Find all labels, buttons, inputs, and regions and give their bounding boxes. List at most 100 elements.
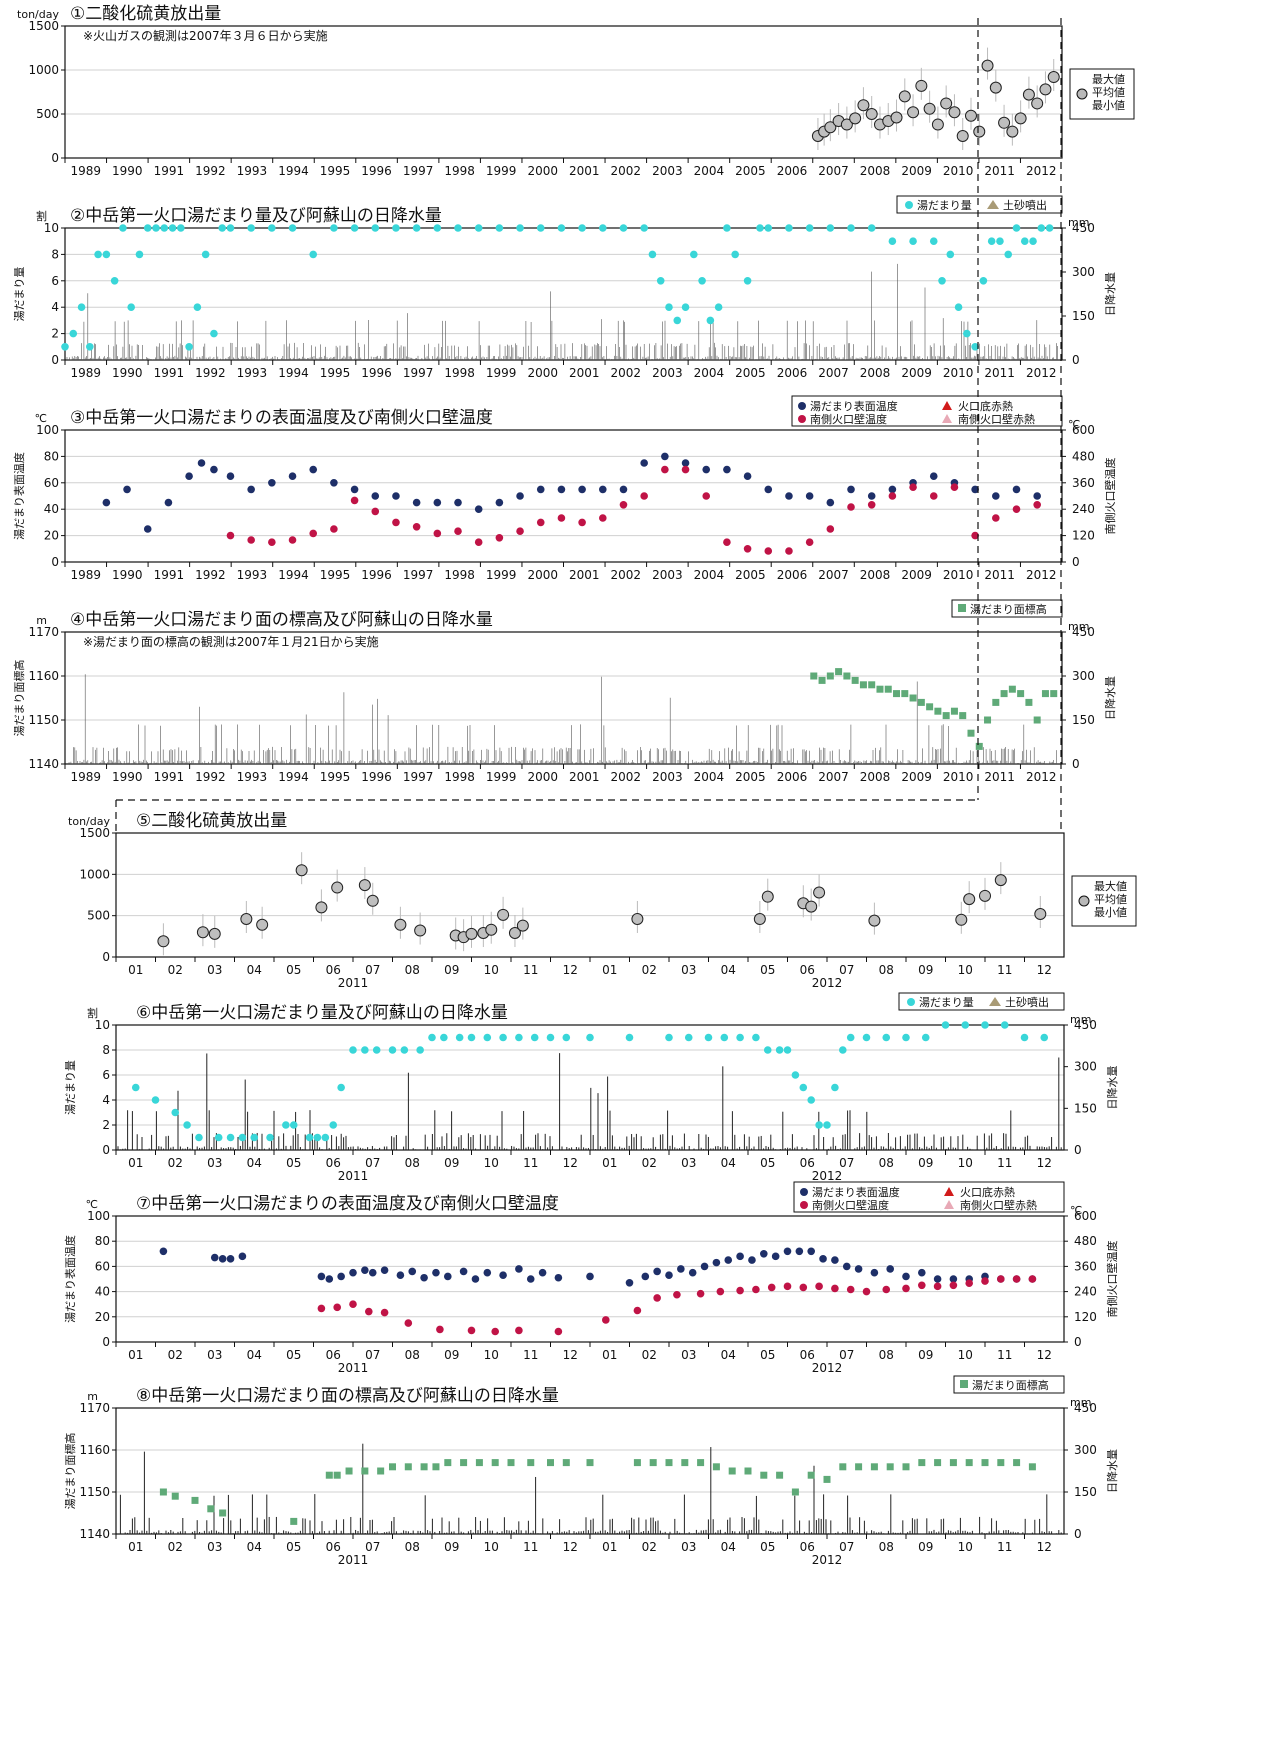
data-point [860, 681, 867, 688]
data-point [515, 1034, 523, 1042]
x-tick-label: 09 [444, 1156, 459, 1170]
data-point [1001, 1021, 1009, 1029]
data-point [486, 924, 497, 935]
data-point [371, 492, 379, 500]
legend: 湯だまり面標高 [952, 600, 1062, 617]
data-point [185, 343, 193, 351]
data-point [160, 224, 168, 232]
x-tick-label: 1989 [70, 164, 101, 178]
x-tick-label: 2006 [777, 568, 808, 582]
data-point [963, 330, 971, 338]
data-point [468, 1327, 476, 1335]
data-point [218, 224, 226, 232]
x-tick-label: 1994 [278, 568, 309, 582]
data-point [516, 224, 524, 232]
data-point [361, 1468, 368, 1475]
data-point [318, 1305, 326, 1313]
x-tick-label: 2010 [943, 770, 974, 784]
x-tick-label: 1995 [320, 568, 351, 582]
data-point [296, 865, 307, 876]
data-point [736, 1253, 744, 1261]
data-point [333, 1304, 341, 1312]
x-tick-label: 09 [918, 963, 933, 977]
data-point [784, 1283, 792, 1291]
data-point [850, 113, 861, 124]
data-point [808, 1472, 815, 1479]
data-point [723, 538, 731, 546]
x-tick-label: 05 [760, 1348, 775, 1362]
data-point [144, 525, 152, 533]
y-tick-label: 0 [51, 555, 59, 569]
x-tick-label: 01 [128, 963, 143, 977]
y-tick-label: 500 [87, 909, 110, 923]
data-point [918, 1282, 926, 1290]
x-tick-label: 1995 [320, 164, 351, 178]
y2-tick-label: 300 [1074, 1060, 1097, 1074]
data-point [922, 1034, 930, 1042]
data-point [810, 673, 817, 680]
x-tick-label: 2003 [652, 164, 683, 178]
data-point [1040, 84, 1051, 95]
y-tick-label: 10 [95, 1018, 110, 1032]
data-point [807, 1247, 815, 1255]
data-point [847, 224, 855, 232]
y-tick-label: 100 [87, 1209, 110, 1223]
chart-title: ①二酸化硫黄放出量 [70, 4, 221, 24]
data-point [346, 1468, 353, 1475]
data-point [555, 1328, 563, 1336]
data-point [152, 224, 160, 232]
data-point [247, 486, 255, 494]
x-tick-label: 11 [997, 963, 1012, 977]
data-point [951, 483, 959, 491]
x-tick-label: 2012 [1026, 164, 1057, 178]
data-point [855, 1463, 862, 1470]
legend-marker [800, 1188, 808, 1196]
data-point [1038, 224, 1046, 232]
x-tick-label: 02 [168, 1540, 183, 1554]
x-tick-label: 2002 [611, 568, 642, 582]
plot-frame [116, 833, 1064, 957]
legend: 湯だまり量 土砂噴出 [897, 196, 1062, 213]
data-point [421, 1463, 428, 1470]
data-point [852, 677, 859, 684]
x-tick-label: 1989 [70, 568, 101, 582]
data-point [351, 497, 359, 505]
legend: 最大値平均値最小値 [1072, 876, 1136, 926]
legend-label: 南側火口壁赤熱 [958, 412, 1035, 426]
data-point [784, 1247, 792, 1255]
x-tick-label: 1993 [237, 770, 268, 784]
legend-label: 南側火口壁温度 [812, 1198, 889, 1212]
data-point [855, 1265, 863, 1273]
data-point [61, 343, 69, 351]
x-tick-label: 2000 [527, 164, 558, 178]
chart-panel-3: ③中岳第一火口湯だまりの表面温度及び南側火口壁温度℃ ℃湯だまり表面温度 南側火口壁… [12, 396, 1117, 582]
data-point [558, 486, 566, 494]
legend-label: 火口底赤熱 [958, 399, 1013, 413]
data-point [361, 1266, 369, 1274]
data-point [868, 501, 876, 509]
y-tick-label: 2 [51, 327, 59, 341]
x-tick-label: 1999 [486, 568, 517, 582]
legend: 湯だまり表面温度南側火口壁温度火口底赤熱南側火口壁赤熱 [794, 1182, 1064, 1212]
series-湯だまり量 [132, 1021, 1048, 1141]
x-tick-label: 1991 [154, 770, 185, 784]
data-point [893, 690, 900, 697]
legend-label: 平均値 [1092, 86, 1125, 99]
legend-marker [905, 201, 913, 209]
data-point [361, 1046, 369, 1054]
data-point [86, 343, 94, 351]
data-point [899, 91, 910, 102]
x-tick-label: 1990 [112, 366, 143, 380]
data-point [434, 224, 442, 232]
data-point [484, 1269, 492, 1277]
data-point [94, 251, 102, 259]
data-point [268, 538, 276, 546]
data-point [806, 224, 814, 232]
y-tick-label: 4 [102, 1093, 110, 1107]
data-point [796, 1247, 804, 1255]
x-tick-label: 1994 [278, 770, 309, 784]
data-point [152, 1096, 160, 1104]
x-tick-label: 05 [286, 1348, 301, 1362]
x-tick-label: 2011 [984, 164, 1015, 178]
data-point [329, 1121, 337, 1129]
